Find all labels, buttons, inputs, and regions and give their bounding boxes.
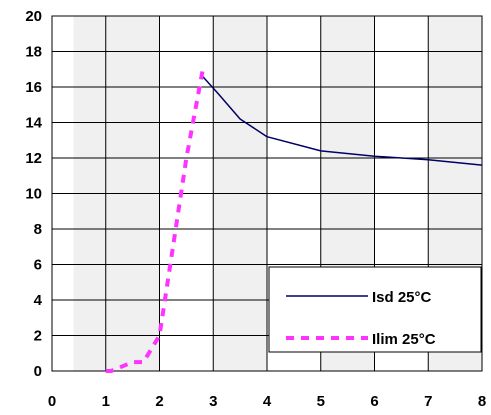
x-tick-label: 2 bbox=[155, 393, 163, 410]
legend: Isd 25°C Ilim 25°C bbox=[268, 266, 482, 353]
x-tick-label: 8 bbox=[478, 393, 486, 410]
y-tick-label: 6 bbox=[34, 257, 42, 274]
y-tick-label: 16 bbox=[25, 79, 42, 96]
x-tick-label: 5 bbox=[317, 393, 325, 410]
y-tick-label: 10 bbox=[25, 186, 42, 203]
y-tick-label: 18 bbox=[25, 44, 42, 61]
y-tick-label: 8 bbox=[34, 221, 42, 238]
legend-label-ilim: Ilim 25°C bbox=[372, 331, 436, 348]
y-tick-labels: 0 2 4 6 8 10 12 14 16 18 20 bbox=[25, 8, 42, 380]
x-tick-labels: 0 1 2 3 4 5 6 7 8 bbox=[48, 393, 486, 410]
x-tick-label: 3 bbox=[209, 393, 217, 410]
y-tick-label: 4 bbox=[34, 292, 43, 309]
plot-frame bbox=[51, 15, 483, 372]
y-tick-label: 12 bbox=[25, 150, 42, 167]
x-tick-label: 1 bbox=[102, 393, 110, 410]
y-tick-label: 0 bbox=[34, 363, 42, 380]
x-tick-label: 4 bbox=[263, 393, 272, 410]
x-tick-label: 7 bbox=[424, 393, 432, 410]
series-line-isd bbox=[201, 75, 483, 166]
y-tick-label: 20 bbox=[25, 8, 42, 25]
x-tick-label: 6 bbox=[370, 393, 378, 410]
y-tick-label: 14 bbox=[25, 115, 42, 132]
y-tick-label: 2 bbox=[34, 328, 42, 345]
series-line-ilim bbox=[105, 70, 205, 373]
legend-label-isd: Isd 25°C bbox=[372, 289, 432, 306]
series-lines bbox=[105, 70, 483, 373]
x-tick-label: 0 bbox=[48, 393, 56, 410]
